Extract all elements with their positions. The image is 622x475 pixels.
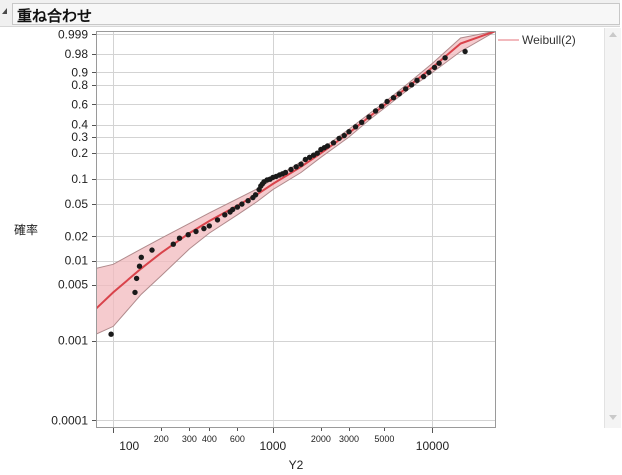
report-title: 重ね合わせ [17, 7, 93, 25]
y-tick-label: 0.05 [65, 197, 89, 211]
data-point [239, 201, 245, 207]
data-point [359, 119, 365, 126]
data-point [138, 254, 144, 260]
data-point [149, 247, 155, 253]
data-point [306, 154, 313, 160]
data-point [176, 235, 183, 241]
data-point [214, 217, 221, 223]
disclosure-triangle-icon[interactable] [2, 8, 7, 14]
data-point [230, 206, 236, 213]
x-axis-title: Y2 [289, 458, 304, 472]
x-minor-tick-label: 2000 [311, 434, 331, 444]
data-point [288, 166, 294, 173]
x-tick-label: 10000 [416, 439, 450, 453]
data-point [282, 169, 289, 176]
x-minor-tick-label: 400 [202, 434, 217, 444]
x-minor-tick-label: 5000 [374, 434, 394, 444]
data-point [206, 223, 212, 229]
x-ticks [113, 428, 433, 433]
data-point [442, 55, 448, 61]
data-point [132, 289, 138, 296]
confidence-band [96, 31, 496, 335]
y-ticks [92, 34, 96, 421]
y-tick-label: 0.2 [71, 146, 88, 160]
data-point [346, 129, 352, 135]
y-tick-label: 0.9 [71, 65, 88, 79]
data-point [193, 228, 199, 235]
y-tick-label: 0.001 [58, 334, 88, 348]
data-point [314, 150, 320, 156]
y-tick-label: 0.999 [58, 27, 88, 41]
x-minor-tick-label: 300 [182, 434, 197, 444]
y-tick-label: 0.98 [65, 47, 89, 61]
data-point [426, 69, 432, 76]
data-point [390, 95, 397, 101]
y-tick-label: 0.1 [71, 172, 88, 186]
data-point [403, 86, 409, 92]
data-point [330, 140, 337, 146]
data-point [462, 48, 468, 55]
report-header: 重ね合わせ [0, 0, 620, 27]
data-point [185, 232, 191, 238]
data-point [234, 204, 241, 210]
data-point [352, 124, 359, 130]
data-point [298, 161, 304, 167]
y-tick-label: 0.0001 [51, 413, 88, 427]
data-point [222, 212, 228, 218]
data-point [293, 164, 299, 170]
plot-frame [96, 31, 496, 428]
data-point [396, 91, 402, 97]
data-point [420, 73, 427, 80]
x-minor-tick-label: 3000 [339, 434, 359, 444]
y-tick-label: 0.3 [71, 130, 88, 144]
data-point [302, 156, 309, 163]
data-point [372, 108, 379, 114]
data-point [431, 64, 438, 71]
grid-lines [96, 31, 496, 428]
x-tick-label: 100 [119, 439, 139, 453]
x-minor-tick-label: 600 [230, 434, 245, 444]
y-tick-label: 0.6 [71, 97, 88, 111]
plot-background [96, 31, 496, 428]
data-point [414, 77, 420, 84]
y-tick-label: 0.005 [58, 278, 88, 292]
data-point [170, 241, 176, 247]
y-tick-label: 0.02 [65, 229, 89, 243]
data-point [408, 82, 415, 88]
scroll-up-arrow-icon[interactable] [609, 32, 617, 37]
vertical-scrollbar[interactable] [604, 28, 621, 428]
data-points [108, 48, 468, 337]
data-point [108, 331, 114, 337]
y-tick-label: 0.8 [71, 78, 88, 92]
legend-entry: Weibull(2) [522, 33, 576, 47]
data-point [252, 192, 259, 198]
data-point [378, 103, 385, 109]
data-point [384, 98, 390, 105]
x-minor-tick-label: 200 [154, 434, 169, 444]
report-title-box[interactable]: 重ね合わせ [12, 3, 620, 25]
data-point [366, 114, 372, 120]
data-point [133, 275, 140, 282]
data-point [245, 198, 251, 204]
data-point [436, 60, 442, 66]
data-point [201, 225, 207, 232]
x-tick-label: 1000 [259, 439, 286, 453]
data-point [136, 263, 143, 269]
data-point [336, 135, 342, 142]
y-tick-label: 0.01 [65, 254, 89, 268]
data-point [341, 132, 347, 139]
scroll-down-arrow-icon[interactable] [609, 415, 617, 420]
y-axis-title: 確率 [14, 223, 39, 237]
y-tick-label: 0.4 [71, 118, 88, 132]
data-point [324, 143, 331, 149]
